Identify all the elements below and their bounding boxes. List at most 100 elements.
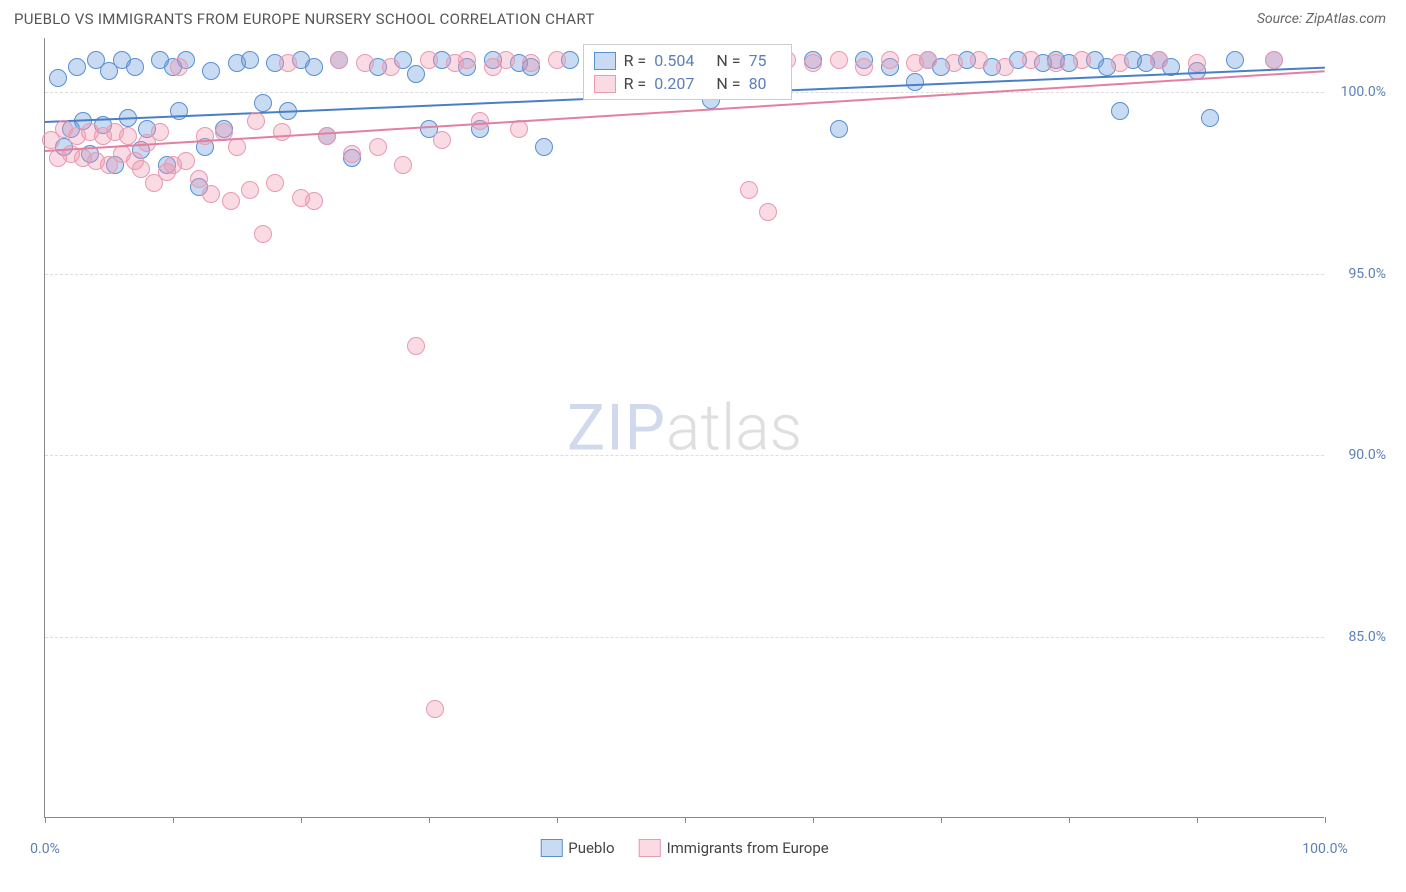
legend-n-value: 80 [749, 74, 767, 93]
data-point [318, 127, 336, 145]
legend-label: Immigrants from Europe [667, 839, 829, 857]
legend-swatch [594, 75, 616, 93]
legend-r-value: 0.504 [654, 51, 694, 70]
xtick [685, 817, 686, 823]
data-point [830, 120, 848, 138]
data-point [305, 192, 323, 210]
data-point [356, 54, 374, 72]
data-point [151, 123, 169, 141]
data-point [426, 700, 444, 718]
data-point [254, 225, 272, 243]
data-point [177, 152, 195, 170]
data-point [1111, 54, 1129, 72]
data-point [407, 337, 425, 355]
chart-title: PUEBLO VS IMMIGRANTS FROM EUROPE NURSERY… [14, 10, 595, 28]
data-point [266, 174, 284, 192]
data-point [1111, 102, 1129, 120]
data-point [241, 181, 259, 199]
legend-item: Pueblo [540, 839, 614, 857]
data-point [433, 131, 451, 149]
ytick-label: 100.0% [1341, 84, 1386, 100]
legend-swatch [639, 839, 661, 857]
data-point [369, 138, 387, 156]
data-point [407, 65, 425, 83]
data-point [1265, 51, 1283, 69]
xtick [1197, 817, 1198, 823]
watermark-atlas: atlas [666, 390, 802, 465]
watermark-zip: ZIP [567, 390, 666, 465]
data-point [202, 185, 220, 203]
data-point [522, 54, 540, 72]
data-point [497, 51, 515, 69]
data-point [49, 69, 67, 87]
data-point [1047, 54, 1065, 72]
legend-label: Pueblo [568, 839, 614, 857]
legend-stats-row: R = 0.504 N = 75 [594, 49, 781, 72]
xtick [1325, 817, 1326, 823]
legend-stats-row: R = 0.207 N = 80 [594, 72, 781, 95]
xtick [429, 817, 430, 823]
legend-r-label: R = [624, 74, 647, 93]
data-point [535, 138, 553, 156]
xtick [301, 817, 302, 823]
ytick-label: 85.0% [1348, 629, 1386, 645]
legend-r-value: 0.207 [654, 74, 694, 93]
legend-n-label: N = [716, 74, 740, 93]
data-point [190, 170, 208, 188]
data-point [759, 203, 777, 221]
data-point [1226, 51, 1244, 69]
data-point [855, 58, 873, 76]
data-point [881, 51, 899, 69]
data-point [382, 58, 400, 76]
data-point [919, 51, 937, 69]
xtick-label: 0.0% [30, 841, 60, 857]
data-point [126, 58, 144, 76]
xtick [941, 817, 942, 823]
data-point [548, 51, 566, 69]
plot-area: ZIPatlas 100.0%95.0%90.0%85.0%0.0%100.0%… [44, 38, 1324, 818]
data-point [132, 160, 150, 178]
legend-n-value: 75 [749, 51, 767, 70]
legend-r-label: R = [624, 51, 647, 70]
data-point [170, 58, 188, 76]
legend-swatch [540, 839, 562, 857]
data-point [305, 58, 323, 76]
xtick [813, 817, 814, 823]
data-point [458, 51, 476, 69]
gridline [45, 637, 1324, 638]
data-point [830, 51, 848, 69]
data-point [68, 58, 86, 76]
data-point [1073, 51, 1091, 69]
xtick-label: 100.0% [1302, 841, 1347, 857]
data-point [1150, 51, 1168, 69]
chart-source: Source: ZipAtlas.com [1257, 11, 1386, 27]
data-point [996, 58, 1014, 76]
gridline [45, 274, 1324, 275]
ytick-label: 90.0% [1348, 447, 1386, 463]
data-point [1188, 54, 1206, 72]
data-point [273, 123, 291, 141]
watermark: ZIPatlas [567, 390, 802, 465]
data-point [279, 54, 297, 72]
legend-swatch [594, 52, 616, 70]
data-point [1201, 109, 1219, 127]
data-point [241, 51, 259, 69]
xtick [1069, 817, 1070, 823]
data-point [970, 51, 988, 69]
chart-container: Nursery School ZIPatlas 100.0%95.0%90.0%… [44, 38, 1406, 818]
data-point [222, 192, 240, 210]
xtick [173, 817, 174, 823]
legend-stats: R = 0.504 N = 75 R = 0.207 N = 80 [583, 44, 792, 100]
ytick-label: 95.0% [1348, 266, 1386, 282]
data-point [119, 127, 137, 145]
data-point [202, 62, 220, 80]
data-point [804, 54, 822, 72]
legend-n-label: N = [716, 51, 740, 70]
data-point [330, 51, 348, 69]
data-point [254, 94, 272, 112]
data-point [906, 73, 924, 91]
legend-item: Immigrants from Europe [639, 839, 829, 857]
xtick [557, 817, 558, 823]
data-point [740, 181, 758, 199]
data-point [343, 145, 361, 163]
